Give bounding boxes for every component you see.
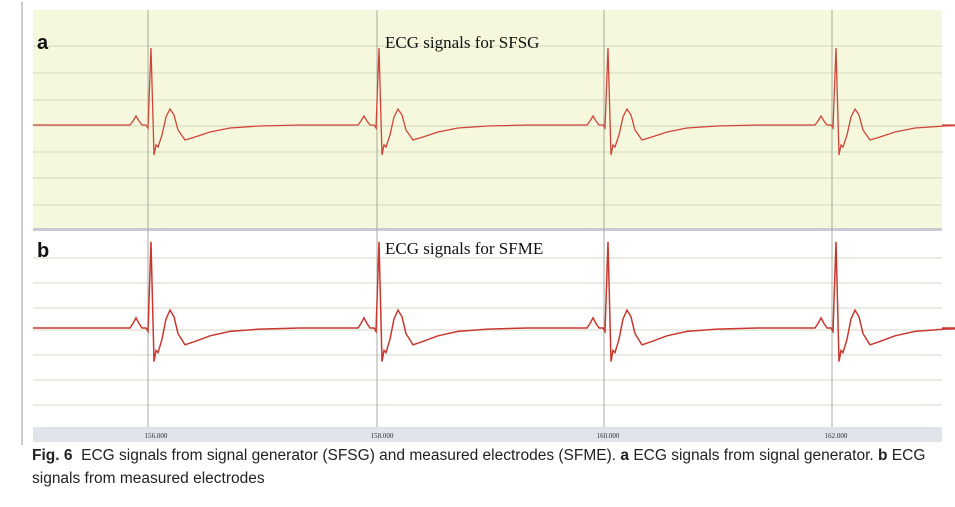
waves [33, 47, 955, 362]
axis-strip [33, 427, 942, 442]
axis-label: 158.000 [371, 432, 394, 440]
fig-number: Fig. 6 [32, 447, 73, 464]
ecg-wave [33, 241, 955, 362]
grid [33, 10, 942, 427]
figure-graphic: a ECG signals for SFSG b ECG signals for… [21, 2, 955, 445]
caption-text: ECG signals from signal generator. [633, 447, 874, 464]
panel-title: ECG signals for SFSG [385, 33, 539, 52]
axis-label: 156.000 [145, 432, 168, 440]
axis-label: 160.000 [597, 432, 620, 440]
caption-text: ECG signals from signal generator (SFSG)… [81, 447, 617, 464]
caption-text: ECG signals from measured electrodes [32, 447, 926, 487]
ecg-wave [33, 47, 955, 156]
panel-letter: a [37, 32, 49, 54]
frame [21, 2, 23, 445]
caption-letter: a [620, 447, 630, 464]
panel-letter: b [37, 240, 49, 262]
divider [33, 228, 942, 231]
caption: Fig. 6 ECG signals from signal generator… [32, 444, 947, 490]
caption-letter: b [878, 447, 888, 464]
axis-label: 162.000 [825, 432, 848, 440]
panel-title: ECG signals for SFME [385, 239, 543, 258]
